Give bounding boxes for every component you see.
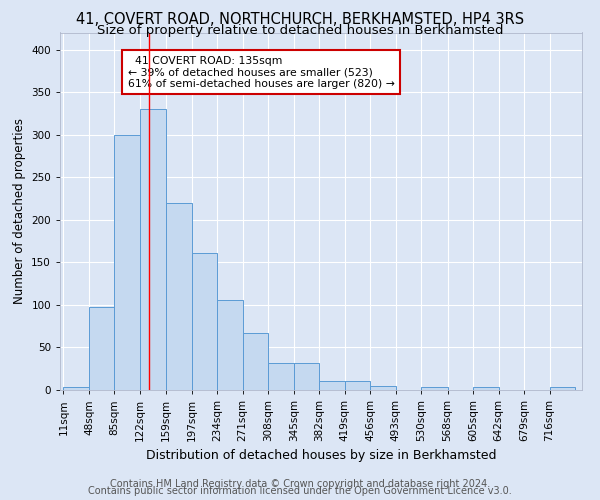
Bar bbox=[140, 109, 166, 390]
Bar bbox=[473, 388, 499, 390]
Bar bbox=[64, 386, 89, 390]
Bar bbox=[268, 363, 294, 390]
Bar bbox=[370, 386, 396, 390]
Bar bbox=[192, 253, 217, 390]
Bar bbox=[243, 333, 268, 390]
Bar bbox=[115, 136, 140, 390]
Bar bbox=[89, 306, 115, 390]
Text: 41, COVERT ROAD, NORTHCHURCH, BERKHAMSTED, HP4 3RS: 41, COVERT ROAD, NORTHCHURCH, BERKHAMSTE… bbox=[76, 12, 524, 28]
Bar bbox=[319, 380, 345, 390]
Bar bbox=[550, 386, 575, 390]
Y-axis label: Number of detached properties: Number of detached properties bbox=[13, 118, 26, 304]
Bar bbox=[345, 382, 370, 390]
X-axis label: Distribution of detached houses by size in Berkhamsted: Distribution of detached houses by size … bbox=[146, 450, 496, 462]
Text: Contains public sector information licensed under the Open Government Licence v3: Contains public sector information licen… bbox=[88, 486, 512, 496]
Text: Size of property relative to detached houses in Berkhamsted: Size of property relative to detached ho… bbox=[97, 24, 503, 37]
Text: 41 COVERT ROAD: 135sqm
← 39% of detached houses are smaller (523)
61% of semi-de: 41 COVERT ROAD: 135sqm ← 39% of detached… bbox=[128, 56, 395, 89]
Text: Contains HM Land Registry data © Crown copyright and database right 2024.: Contains HM Land Registry data © Crown c… bbox=[110, 479, 490, 489]
Bar bbox=[166, 202, 192, 390]
Bar bbox=[421, 388, 448, 390]
Bar bbox=[294, 363, 319, 390]
Bar bbox=[217, 300, 243, 390]
